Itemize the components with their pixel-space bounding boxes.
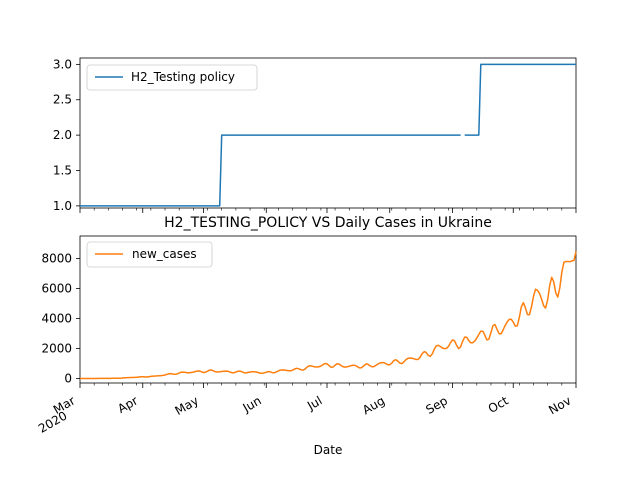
top-x-axis xyxy=(79,208,577,213)
top-y-tick-label: 2.0 xyxy=(53,128,72,142)
x-axis-label: Date xyxy=(314,443,343,457)
chart-title: H2_TESTING_POLICY VS Daily Cases in Ukra… xyxy=(164,215,492,231)
top-series-line xyxy=(464,63,576,136)
top-y-axis: 1.0 1.5 2.0 2.5 3.0 xyxy=(53,57,80,213)
bottom-series-group xyxy=(80,251,577,380)
bottom-y-tick-label: 6000 xyxy=(41,282,72,296)
top-axes-frame xyxy=(79,57,577,209)
top-y-tick-label: 1.0 xyxy=(53,199,72,213)
bottom-legend-box xyxy=(86,241,213,268)
bottom-x-tick-label: Jul xyxy=(304,393,324,413)
top-series-line xyxy=(80,134,461,207)
top-legend-box xyxy=(86,64,258,91)
bottom-series-line xyxy=(80,251,577,380)
bottom-y-tick-label: 4000 xyxy=(41,312,72,326)
bottom-y-axis: 0 2000 4000 6000 8000 xyxy=(41,252,80,386)
bottom-legend-label: new_cases xyxy=(132,247,197,261)
top-legend: H2_Testing policy xyxy=(86,64,258,91)
top-legend-label: H2_Testing policy xyxy=(131,70,235,84)
bottom-chart-panel: H2_TESTING_POLICY VS Daily Cases in Ukra… xyxy=(36,215,577,457)
top-y-tick-label: 1.5 xyxy=(53,164,72,178)
bottom-legend: new_cases xyxy=(86,241,213,268)
top-y-tick-label: 2.5 xyxy=(53,93,72,107)
top-series-group xyxy=(80,63,576,207)
top-y-tick-label: 3.0 xyxy=(53,57,72,71)
bottom-y-tick-label: 2000 xyxy=(41,342,72,356)
bottom-axes-frame xyxy=(79,235,577,384)
top-chart-panel: 1.0 1.5 2.0 2.5 3.0 H2_Testing policy xyxy=(53,57,577,213)
bottom-y-tick-label: 0 xyxy=(64,372,72,386)
bottom-y-tick-label: 8000 xyxy=(41,252,72,266)
